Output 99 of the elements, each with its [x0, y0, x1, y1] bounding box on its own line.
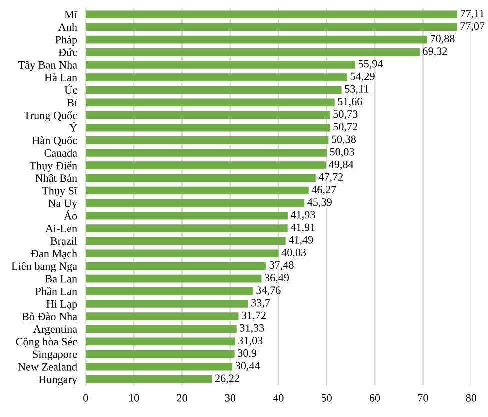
y-tick-label: Mĩ — [64, 10, 78, 18]
y-tick-label: Thụy Điển — [30, 162, 78, 172]
x-tick-label: 50 — [322, 394, 332, 402]
bar — [86, 10, 458, 19]
bar — [86, 325, 237, 334]
x-tick-label: 20 — [177, 394, 188, 402]
data-label: 41,91 — [290, 224, 315, 233]
bar — [86, 262, 267, 270]
bar — [86, 250, 279, 258]
y-tick-label: Ý — [70, 122, 78, 132]
bar — [86, 338, 236, 346]
data-label: 36,49 — [265, 274, 290, 284]
y-tick-label: New Zealand — [18, 363, 78, 371]
bar — [86, 61, 356, 69]
x-tick-label: 30 — [225, 394, 236, 402]
data-label: 30,9 — [238, 350, 257, 359]
y-tick-label: Na Uy — [48, 200, 78, 210]
bar — [86, 74, 348, 82]
y-tick-label: Ba Lan — [45, 275, 78, 283]
data-label: 40,03 — [282, 248, 306, 258]
y-tick-label: Hàn Quốc — [32, 136, 78, 146]
y-tick-label: Áo — [64, 210, 78, 220]
y-tick-label: Liên bang Nga — [12, 262, 78, 272]
data-label: 30,44 — [236, 362, 260, 372]
data-label: 26,22 — [216, 374, 240, 384]
data-label: 45,39 — [308, 198, 332, 208]
data-label: 34,76 — [256, 286, 281, 296]
bar — [86, 86, 342, 94]
data-label: 70,88 — [430, 35, 455, 44]
x-tick-label: 40 — [273, 394, 284, 402]
x-tick-label: 70 — [418, 394, 428, 402]
y-tick-label: Pháp — [56, 36, 78, 46]
bar — [86, 36, 428, 44]
y-tick-label: Canada — [44, 149, 78, 157]
data-label: 50,73 — [334, 110, 358, 120]
data-label: 47,72 — [318, 173, 344, 183]
data-label: 77,11 — [460, 10, 484, 20]
data-label: 46,27 — [312, 186, 336, 196]
bar — [86, 362, 233, 371]
data-label: 41,93 — [290, 211, 316, 220]
y-tick-label: Trung Quốc — [24, 111, 78, 122]
bar — [86, 48, 420, 56]
data-label: 31,03 — [238, 336, 263, 346]
data-label: 77,07 — [460, 22, 485, 32]
data-label: 33,7 — [252, 299, 270, 308]
y-tick-label: Hi Lạp — [46, 300, 78, 310]
bar — [86, 111, 330, 120]
bar — [86, 237, 286, 245]
y-tick-label: Đức — [58, 48, 78, 56]
y-tick-label: Thụy Sĩ — [42, 186, 78, 197]
bar — [86, 186, 309, 195]
y-tick-label: Argentina — [33, 326, 78, 336]
data-label: 49,84 — [329, 160, 354, 170]
data-label: 50,38 — [332, 136, 356, 145]
y-tick-label: Ai-Len — [46, 224, 78, 232]
data-label: 53,11 — [345, 85, 369, 94]
y-tick-label: Phần Lan — [36, 287, 78, 296]
data-label: 37,48 — [270, 262, 294, 271]
bar — [86, 149, 327, 157]
y-tick-label: Bồ Đào Nha — [22, 312, 78, 320]
data-label: 69,32 — [423, 48, 448, 57]
y-tick-label: Bỉ — [67, 98, 78, 107]
bar — [86, 300, 248, 308]
y-tick-label: Tây Ban Nha — [18, 61, 78, 72]
bar — [86, 98, 335, 107]
data-label: 31,33 — [240, 324, 264, 334]
bar — [86, 23, 458, 32]
data-label: 50,03 — [330, 148, 354, 158]
y-tick-label: Brazil — [50, 237, 78, 246]
bar — [86, 224, 288, 232]
data-label: 54,29 — [350, 72, 375, 82]
data-label: 31,72 — [242, 312, 266, 321]
y-tick-label: Úc — [64, 84, 78, 94]
x-tick-label: 80 — [466, 394, 477, 402]
bar — [86, 287, 254, 296]
bar — [86, 212, 288, 220]
x-tick-label: 0 — [84, 394, 88, 402]
y-tick-label: Nhật Bản — [36, 174, 78, 184]
bar — [86, 199, 305, 208]
bar — [86, 312, 239, 320]
y-tick-label: Cộng hòa Séc — [16, 338, 78, 348]
bar — [86, 274, 262, 283]
bar — [86, 350, 235, 358]
y-tick-label: Hungary — [38, 376, 78, 386]
data-label: 41,49 — [288, 236, 314, 246]
data-label: 50,72 — [334, 123, 358, 132]
data-label: 55,94 — [358, 60, 384, 70]
y-tick-label: Hà Lan — [44, 74, 78, 82]
x-tick-label: 10 — [130, 394, 140, 402]
data-label: 51,66 — [338, 98, 362, 108]
bar — [86, 376, 212, 384]
bar — [86, 124, 330, 132]
bar — [86, 162, 326, 170]
y-tick-label: Singapore — [33, 350, 78, 361]
bar — [86, 174, 316, 182]
x-tick-label: 60 — [370, 394, 380, 402]
y-tick-label: Anh — [58, 23, 78, 32]
bar — [86, 136, 329, 144]
y-tick-label: Đan Mạch — [31, 250, 78, 260]
